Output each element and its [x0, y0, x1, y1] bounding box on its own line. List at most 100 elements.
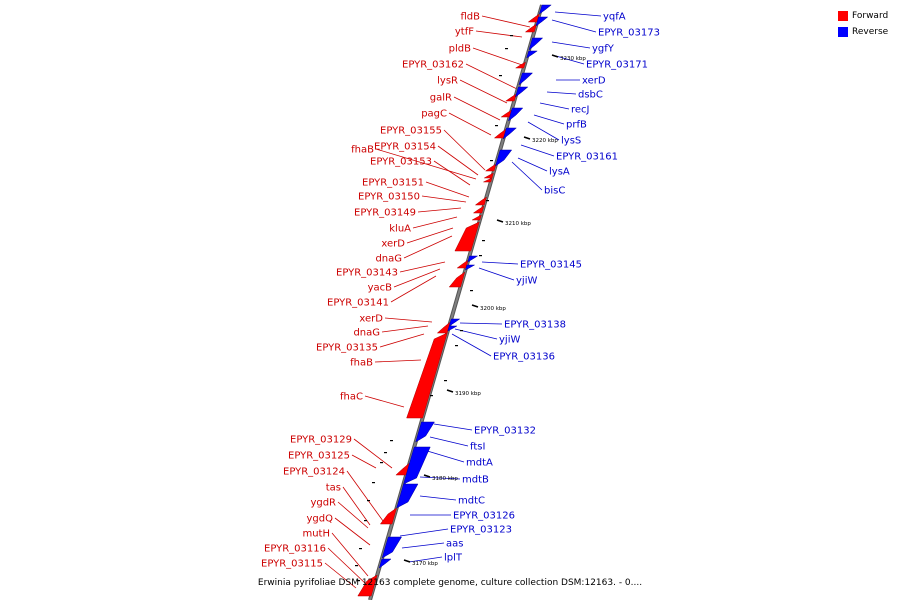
forward-leader-line [379, 333, 425, 348]
forward-feature [406, 332, 448, 419]
reverse-feature [526, 50, 538, 59]
reverse-leader-line [527, 121, 560, 141]
reverse-gene-label: EPYR_03138 [504, 320, 566, 331]
forward-leader-line [351, 454, 377, 469]
reverse-leader-line [429, 436, 469, 447]
reverse-leader-line [533, 114, 565, 125]
forward-gene-label: fhaC [340, 392, 363, 403]
reverse-leader-line [451, 333, 492, 357]
forward-feature [484, 163, 497, 172]
forward-gene-label: ytfF [455, 27, 474, 38]
forward-gene-label: EPYR_03135 [316, 343, 378, 354]
forward-gene-label: lysR [437, 76, 458, 87]
minor-feature [384, 452, 387, 454]
forward-leader-line [406, 227, 454, 244]
forward-leader-line [384, 317, 433, 323]
minor-feature [359, 548, 362, 550]
reverse-leader-line [551, 41, 591, 49]
tick-mark [403, 559, 411, 563]
tick-mark [496, 219, 504, 223]
forward-leader-line [324, 562, 357, 589]
minor-feature [430, 395, 433, 397]
reverse-feature [448, 318, 461, 327]
reverse-gene-label: prfB [566, 120, 587, 131]
reverse-gene-label: dsbC [578, 90, 603, 101]
reverse-gene-label: aas [446, 539, 463, 550]
forward-gene-label: EPYR_03151 [362, 178, 424, 189]
forward-leader-line [375, 148, 477, 180]
reverse-gene-label: lysA [549, 167, 570, 178]
reverse-leader-line [408, 556, 443, 563]
legend-forward-label: Forward [852, 11, 889, 21]
forward-leader-line [337, 501, 369, 529]
reverse-gene-label: mdtB [462, 475, 489, 486]
reverse-feature [535, 16, 549, 27]
reverse-gene-label: ftsI [470, 442, 485, 453]
reverse-leader-line [459, 322, 503, 325]
forward-leader-line [448, 112, 492, 136]
tick-label: 3220 kbp [532, 138, 558, 144]
reverse-leader-line [399, 528, 449, 537]
reverse-feature [464, 264, 476, 271]
forward-swatch [838, 11, 848, 21]
reverse-gene-label: yjiW [499, 335, 520, 346]
reverse-leader-line [520, 144, 555, 157]
minor-feature [367, 500, 370, 502]
forward-gene-label: EPYR_03116 [264, 544, 326, 555]
forward-leader-line [374, 359, 422, 363]
reverse-gene-label: lysS [561, 136, 581, 147]
forward-gene-label: dnaG [375, 254, 402, 265]
reverse-leader-line [478, 267, 515, 281]
tick-label: 3170 kbp [412, 561, 438, 567]
minor-feature [495, 125, 498, 127]
reverse-leader-line [419, 476, 461, 480]
minor-feature [444, 380, 447, 382]
forward-leader-line [472, 47, 526, 67]
reverse-gene-label: yqfA [603, 12, 626, 23]
reverse-leader-line [555, 55, 585, 65]
reverse-feature [538, 4, 552, 15]
minor-feature [372, 482, 375, 484]
minor-feature [505, 48, 508, 50]
forward-leader-line [381, 325, 429, 333]
forward-feature [448, 271, 466, 288]
forward-feature [483, 172, 494, 179]
forward-gene-label: EPYR_03153 [370, 157, 432, 168]
tick-mark [423, 474, 431, 478]
forward-gene-label: fhaB [350, 358, 373, 369]
tick-label: 3180 kbp [432, 476, 458, 482]
reverse-feature [467, 255, 479, 263]
reverse-gene-label: EPYR_03171 [586, 60, 648, 71]
forward-leader-line [342, 486, 371, 526]
forward-leader-line [364, 395, 405, 408]
forward-gene-label: mutH [302, 529, 330, 540]
forward-gene-label: EPYR_03150 [358, 192, 420, 203]
reverse-gene-label: mdtA [466, 458, 493, 469]
forward-leader-line [437, 145, 479, 176]
minor-feature [510, 35, 513, 37]
reverse-gene-label: recJ [571, 105, 590, 116]
forward-leader-line [459, 79, 508, 104]
forward-gene-label: EPYR_03124 [283, 467, 345, 478]
tick-mark [471, 304, 479, 308]
minor-feature [499, 75, 502, 77]
forward-gene-label: xerD [381, 239, 405, 250]
forward-feature [454, 221, 480, 252]
forward-gene-label: yacB [368, 283, 393, 294]
minor-feature [355, 565, 358, 567]
forward-leader-line [417, 207, 462, 213]
forward-leader-line [390, 275, 437, 303]
reverse-gene-label: EPYR_03173 [598, 28, 660, 39]
minor-feature [460, 330, 463, 332]
tick-label: 3230 kbp [560, 56, 586, 62]
forward-leader-line [331, 532, 369, 577]
forward-feature [357, 574, 378, 597]
legend-forward: Forward [838, 8, 898, 24]
tick-mark [446, 389, 454, 393]
reverse-gene-label: ygfY [592, 44, 615, 55]
forward-gene-label: fldB [460, 12, 480, 23]
reverse-leader-line [539, 102, 570, 110]
forward-gene-label: ygdR [310, 498, 336, 509]
reverse-feature [508, 107, 524, 122]
